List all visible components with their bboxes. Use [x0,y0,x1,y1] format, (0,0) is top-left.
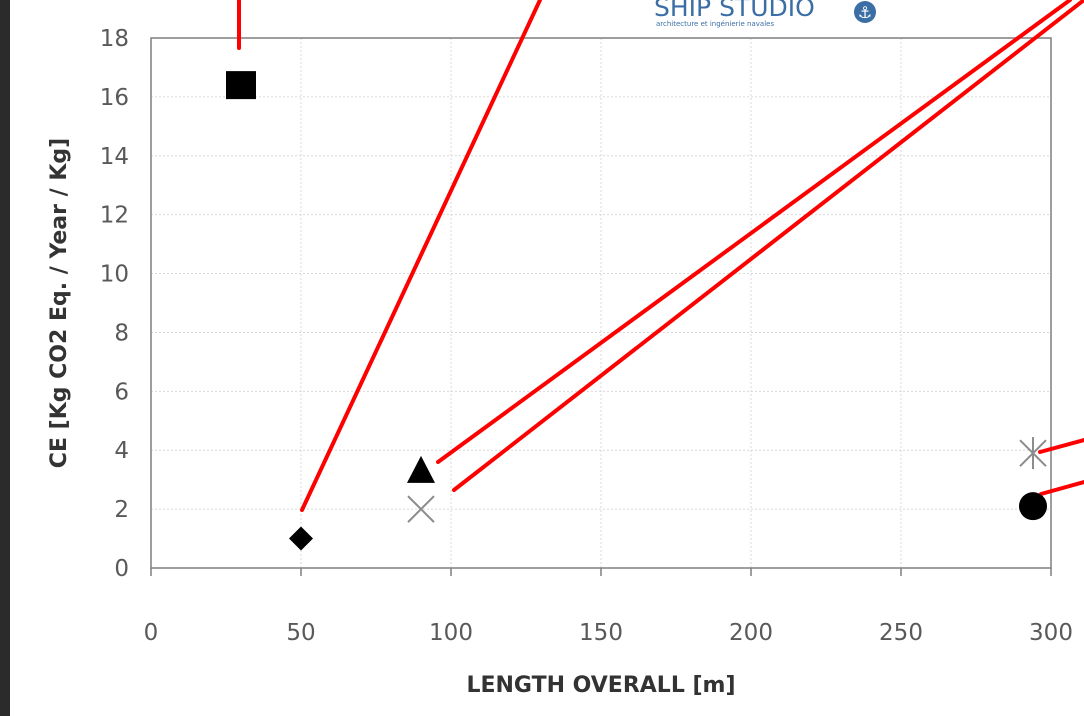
ship-studio-logo: SHIP STUDIO architecture et ingénierie n… [654,0,876,28]
annotation-line [300,0,542,512]
logo-tagline: architecture et ingénierie navales [656,20,774,28]
annotation-line [1039,480,1084,496]
x-tick-label: 250 [879,620,923,646]
x-tick-label: 200 [729,620,773,646]
y-tick-label: 14 [100,144,129,170]
y-tick-label: 18 [100,26,129,52]
y-tick-label: 8 [114,320,129,346]
x-tick-label: 0 [144,620,159,646]
annotation-line [452,0,1084,492]
data-point-triangle [407,455,435,483]
svg-text:⚓: ⚓ [858,3,872,22]
y-tick-label: 10 [100,262,129,288]
y-tick-label: 2 [114,497,129,523]
scatter-chart: 0 2 4 6 8 10 12 14 16 18 0 50 100 150 200 250 300 LENGTH… [47,0,1084,698]
y-tick-label: 6 [114,379,129,405]
axis-ticks: 0 2 4 6 8 10 12 14 16 18 0 50 100 150 200 250 300 [100,26,1073,646]
grid [150,37,1052,569]
data-points [226,71,1047,551]
y-tick-label: 4 [114,438,129,464]
annotation-line [436,0,1072,464]
data-point-star [1019,437,1047,470]
x-axis-title: LENGTH OVERALL [m] [466,673,735,698]
data-point-x [407,495,435,523]
x-tick-label: 150 [579,620,623,646]
anchor-icon: ⚓ [854,1,876,23]
y-tick-label: 0 [114,556,129,582]
annotation-lines [237,0,1084,512]
chart-panel: 0 2 4 6 8 10 12 14 16 18 0 50 100 150 200 250 300 LENGTH… [10,0,1084,716]
y-tick-label: 12 [100,203,129,229]
x-tick-label: 50 [286,620,315,646]
logo-name: SHIP STUDIO [654,0,815,22]
y-tick-label: 16 [100,85,129,111]
x-tick-label: 300 [1029,620,1073,646]
x-tick-label: 100 [429,620,473,646]
annotation-line [1038,438,1084,454]
y-axis-title: CE [Kg CO2 Eq. / Year / Kg] [47,138,72,468]
data-point-square [226,71,256,100]
data-point-circle [1019,492,1047,521]
data-point-diamond [289,526,313,551]
